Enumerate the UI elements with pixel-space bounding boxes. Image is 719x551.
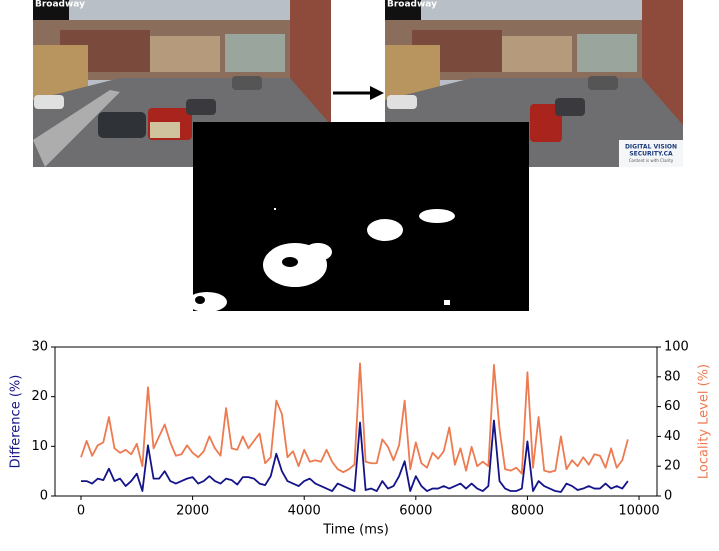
data-line: [81, 419, 629, 493]
data-line: [80, 362, 629, 475]
x-tick-label: 8000: [511, 504, 544, 519]
x-axis-label: Time (ms): [322, 523, 389, 538]
y2-tick-label: 100: [664, 340, 689, 355]
difference-mask: [187, 122, 529, 312]
logo-text: SECURITY.CA: [629, 151, 673, 158]
x-tick-label: 6000: [399, 504, 432, 519]
arrow: [333, 86, 384, 100]
camera-frame-right: Broadway DIGITAL VISION SECURITY.CA Cont…: [385, 0, 683, 167]
overlay-text: Broadway: [387, 0, 437, 10]
y2-tick-label: 20: [664, 459, 681, 474]
y-axis-label: Difference (%): [9, 375, 24, 469]
y-tick-label: 10: [31, 439, 48, 454]
logo-tagline: Content is with Clarity: [629, 158, 674, 163]
y2-tick-label: 40: [664, 429, 681, 444]
camera-frame-left: Broadway: [33, 0, 331, 167]
y2-tick-label: 80: [664, 369, 681, 384]
overlay-text: Broadway: [35, 0, 85, 10]
x-tick-label: 0: [77, 504, 85, 519]
y-tick-label: 30: [31, 340, 48, 355]
y2-tick-label: 0: [664, 489, 672, 504]
x-tick-label: 2000: [176, 504, 209, 519]
y-tick-label: 20: [31, 389, 48, 404]
y2-axis-label: Locality Level (%): [697, 364, 712, 479]
plot-frame: [54, 346, 658, 497]
y-tick-label: 0: [40, 489, 48, 504]
x-tick-label: 4000: [288, 504, 321, 519]
y2-tick-label: 60: [664, 399, 681, 414]
x-tick-label: 10000: [618, 504, 659, 519]
chart: 0 2000 4000 6000 8000 10000 0 10 20 30 0 20 40 60 80 10…: [9, 340, 712, 538]
logo-text: DIGITAL VISION: [625, 144, 677, 151]
